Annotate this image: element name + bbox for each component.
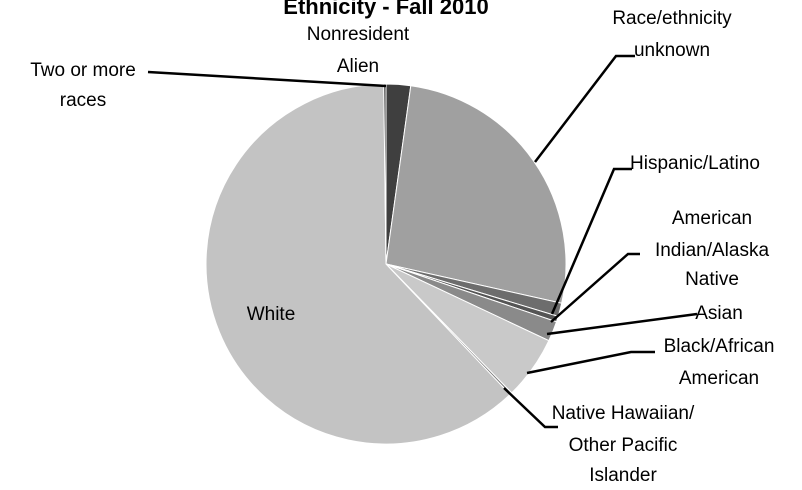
slice-label: White — [247, 304, 296, 325]
slice-label: Native Hawaiian/Other Pacific Islander — [552, 403, 695, 486]
leader-line — [503, 387, 558, 429]
pie-slice-two-or-more-races — [383, 83, 387, 265]
leader-line — [546, 312, 698, 336]
slice-label: Hispanic/Latino — [630, 153, 760, 174]
leader-line — [550, 252, 640, 323]
leader-line — [550, 167, 632, 315]
leader-line — [526, 350, 655, 375]
slice-label: Black/African American — [664, 336, 775, 389]
slice-label: Two or more races — [30, 60, 136, 111]
slice-labels: Nonresident Alien Race/ethnicity unknown His… — [30, 8, 774, 486]
pie-slices — [205, 83, 567, 445]
slice-label: Race/ethnicity unknown — [612, 8, 732, 61]
pie-slice-white — [205, 83, 511, 445]
leader-lines — [147, 54, 698, 429]
chart-title: Ethnicity - Fall 2010 — [283, 0, 488, 19]
pie-slice-race-ethnicity-unknown — [385, 85, 567, 304]
leader-line — [147, 70, 387, 88]
slice-label: Asian — [695, 303, 743, 324]
slice-label: American Indian/Alaska Native — [655, 208, 770, 290]
leader-line — [534, 54, 635, 163]
slice-label: Nonresident Alien — [307, 24, 410, 77]
